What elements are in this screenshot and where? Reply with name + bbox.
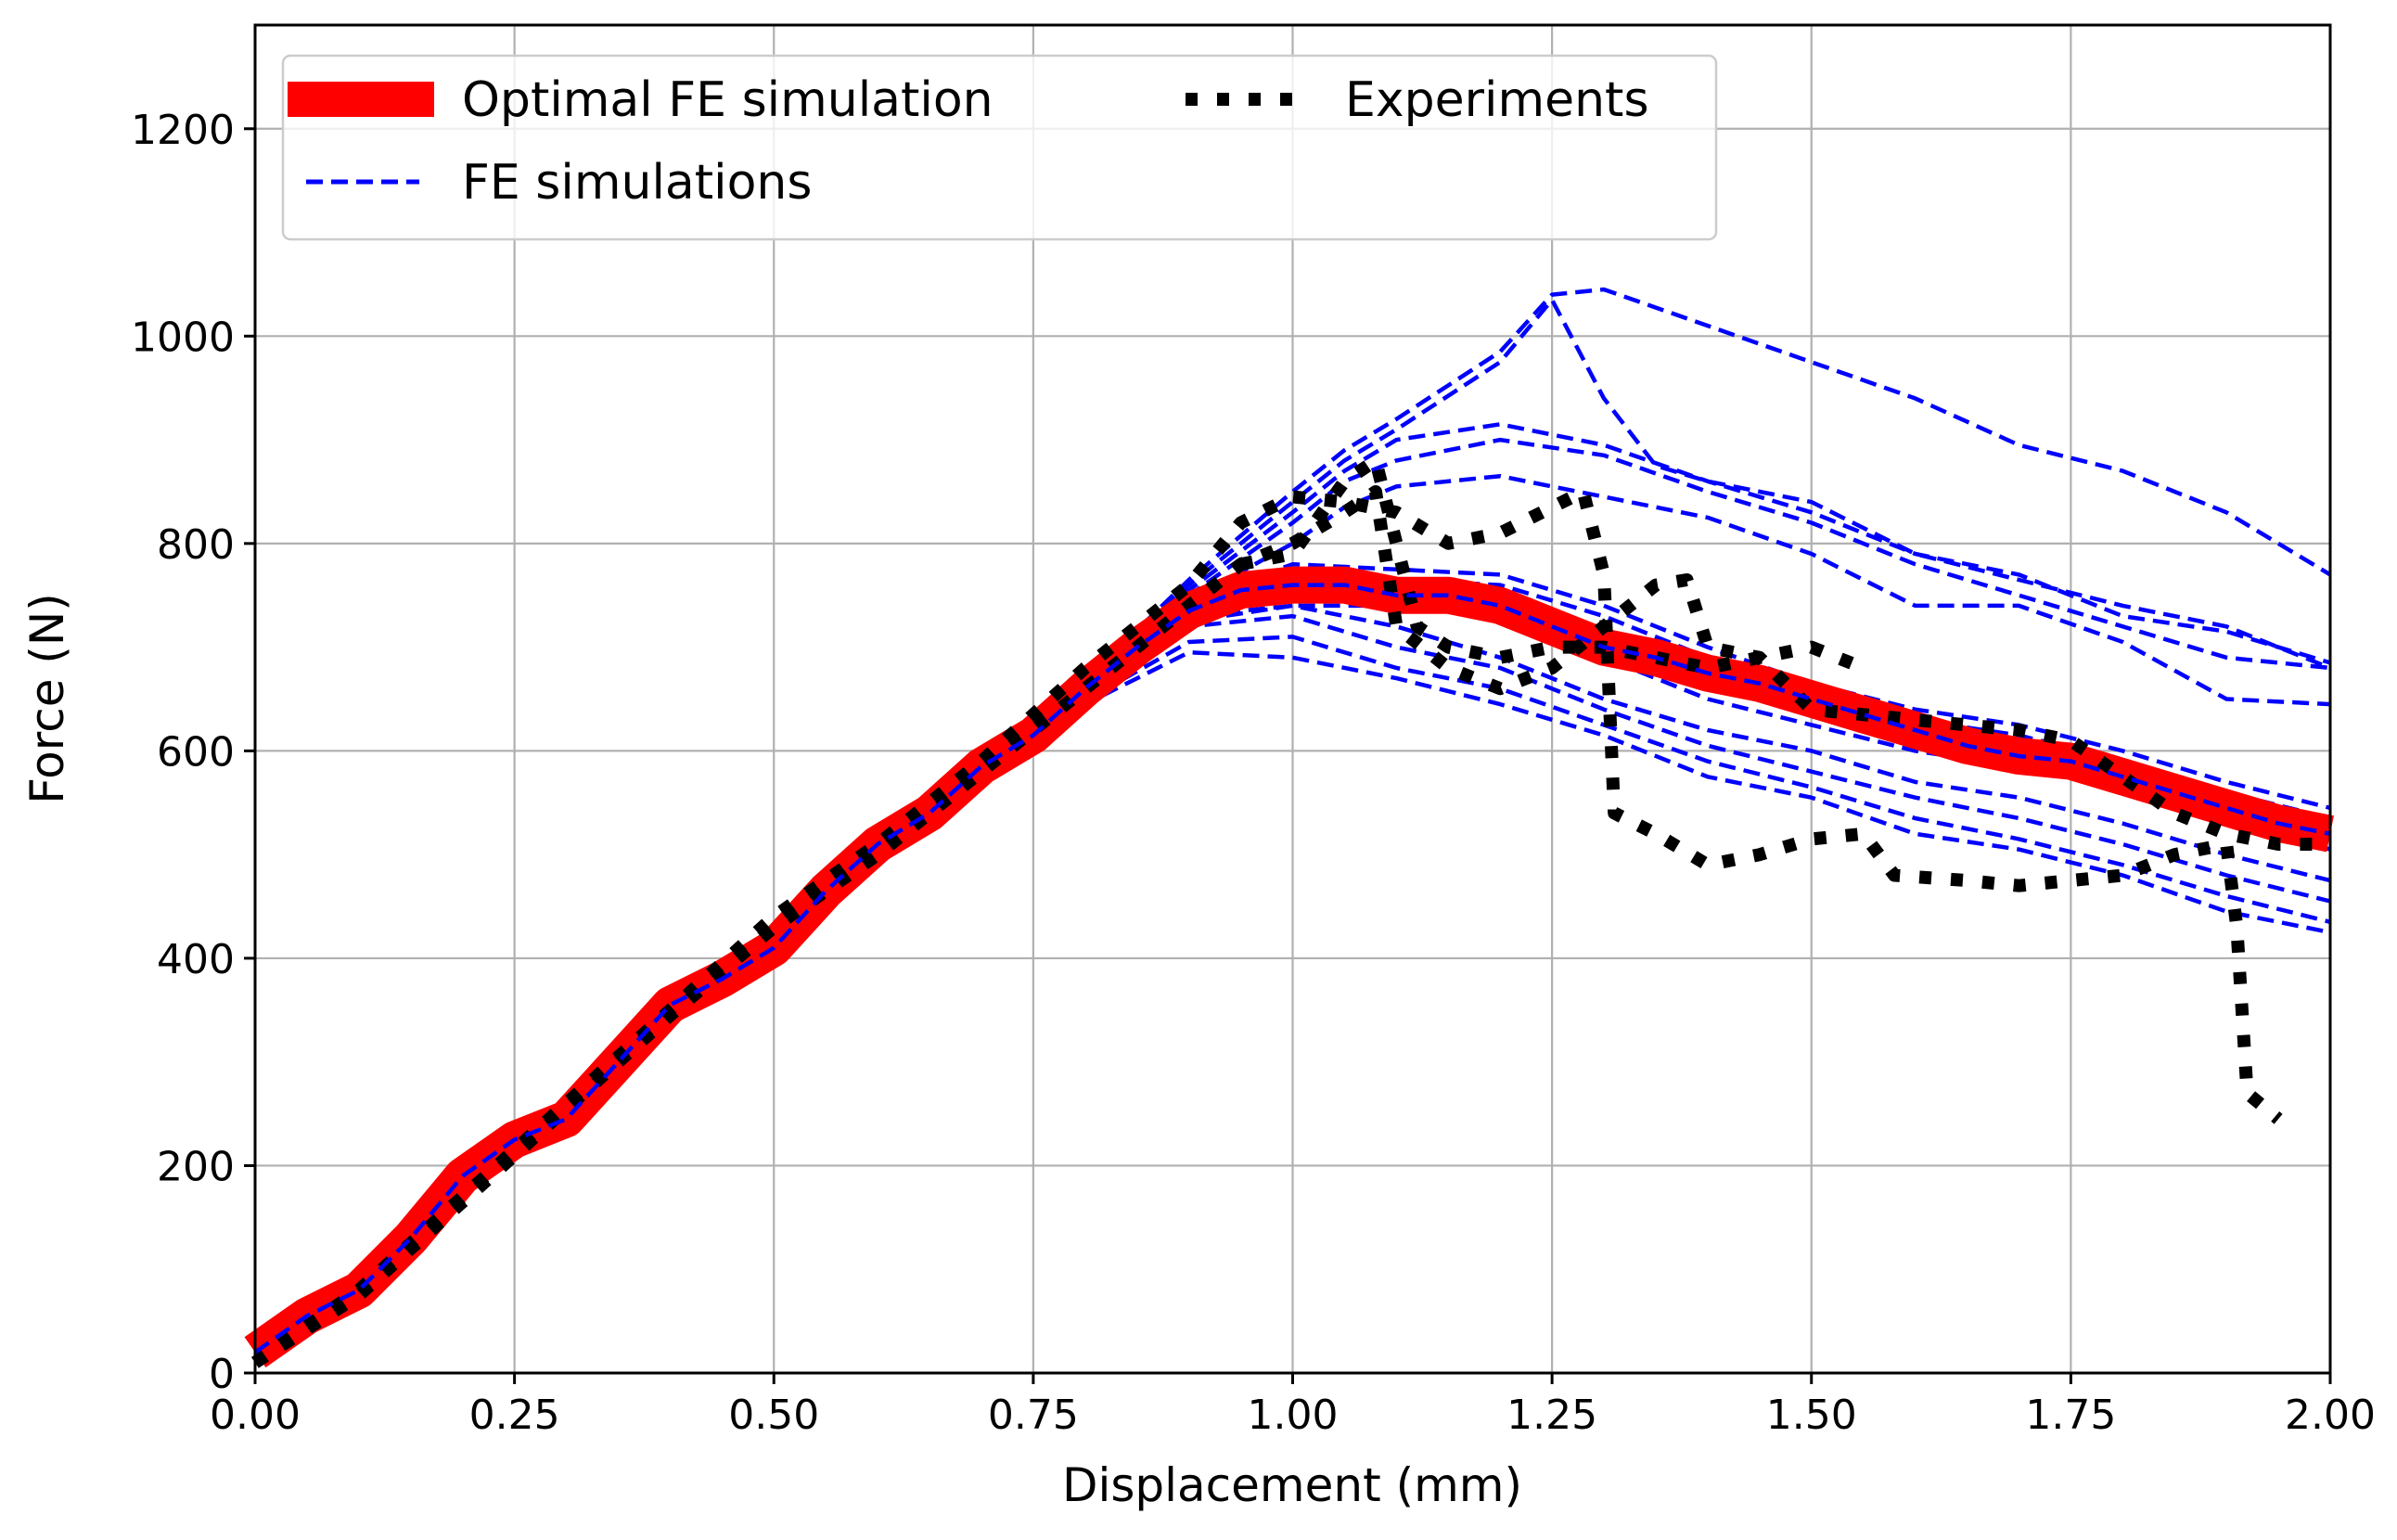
x-tick-label: 0.25 [469, 1392, 560, 1439]
x-tick-label: 0.50 [728, 1392, 819, 1439]
y-tick-label: 0 [209, 1351, 235, 1398]
y-tick-label: 200 [157, 1143, 235, 1190]
x-tick-label: 0.00 [210, 1392, 301, 1439]
fe-simulation-overlay [253, 583, 2331, 1354]
experiment-line [250, 485, 2283, 1368]
x-tick-label: 1.75 [2025, 1392, 2116, 1439]
y-tick-label: 600 [157, 728, 235, 776]
experiment-curves [250, 454, 2330, 1368]
y-axis-label: Force (N) [20, 593, 74, 804]
experiment-line [251, 485, 2330, 1368]
legend-simulations-label: FE simulations [462, 155, 812, 211]
y-tick-label: 1000 [131, 314, 235, 361]
legend-experiments-label: Experiments [1345, 72, 1649, 128]
y-tick-label: 1200 [131, 107, 235, 154]
x-tick-label: 1.25 [1506, 1392, 1597, 1439]
legend-box [281, 54, 1718, 241]
legend: Optimal FE simulation FE simulations Exp… [281, 54, 1718, 241]
axis-ticks: 0.00 0.25 0.50 0.75 1.00 1.25 1.50 1.75 2.00 0 200… [131, 107, 2376, 1439]
fe-simulation-line [253, 287, 2332, 1359]
x-tick-label: 0.75 [988, 1392, 1079, 1439]
fe-simulation-overlay-line [253, 583, 2331, 1354]
fe-simulation-line [253, 297, 2331, 1359]
x-tick-label: 1.50 [1766, 1392, 1857, 1439]
x-tick-label: 2.00 [2285, 1392, 2376, 1439]
y-tick-label: 800 [157, 521, 235, 569]
y-tick-label: 400 [157, 936, 235, 983]
x-tick-label: 1.00 [1248, 1392, 1339, 1439]
legend-optimal-label: Optimal FE simulation [462, 72, 993, 128]
x-axis-label: Displacement (mm) [1062, 1458, 1522, 1512]
